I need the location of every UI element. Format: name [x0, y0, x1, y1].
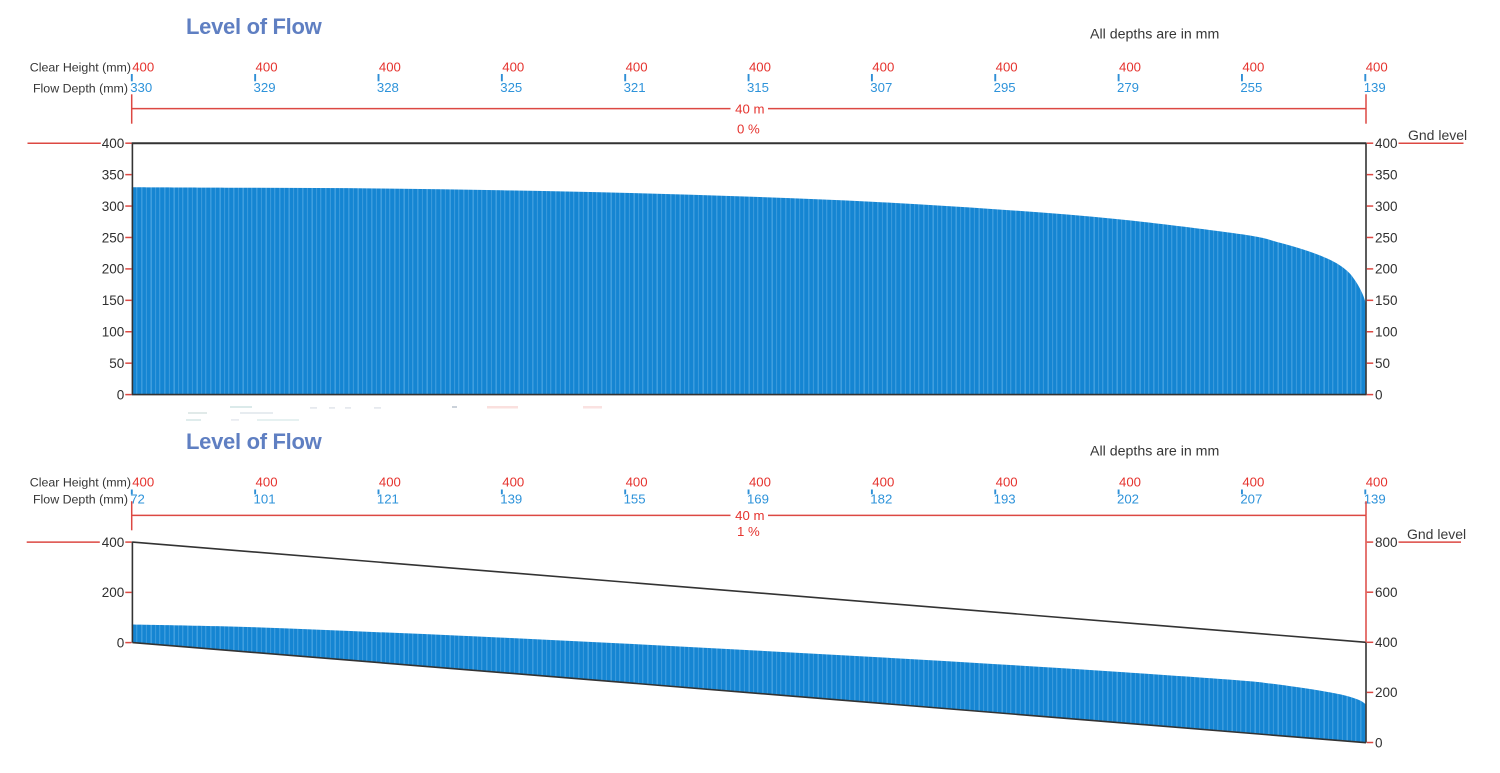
svg-text:400: 400 — [749, 474, 771, 489]
svg-text:250: 250 — [1375, 230, 1398, 245]
svg-text:Gnd level: Gnd level — [1407, 526, 1466, 542]
svg-text:400: 400 — [749, 60, 771, 75]
svg-text:600: 600 — [1375, 585, 1398, 600]
svg-text:400: 400 — [132, 60, 154, 75]
svg-text:400: 400 — [872, 474, 894, 489]
svg-text:50: 50 — [109, 356, 124, 371]
svg-text:800: 800 — [1375, 535, 1398, 550]
svg-text:193: 193 — [994, 492, 1016, 507]
svg-text:200: 200 — [102, 262, 125, 277]
svg-text:400: 400 — [1375, 136, 1398, 151]
svg-text:400: 400 — [1242, 474, 1264, 489]
svg-text:400: 400 — [502, 60, 524, 75]
svg-text:182: 182 — [870, 492, 892, 507]
svg-text:0: 0 — [1375, 735, 1383, 750]
svg-text:400: 400 — [379, 60, 401, 75]
svg-text:400: 400 — [1366, 60, 1388, 75]
svg-text:400: 400 — [102, 136, 125, 151]
svg-text:100: 100 — [102, 325, 125, 340]
svg-text:207: 207 — [1240, 492, 1262, 507]
svg-text:250: 250 — [102, 230, 125, 245]
svg-text:400: 400 — [1119, 474, 1141, 489]
svg-text:255: 255 — [1240, 80, 1262, 95]
svg-text:Flow Depth (mm): Flow Depth (mm) — [33, 493, 128, 507]
svg-text:100: 100 — [1375, 325, 1398, 340]
svg-text:200: 200 — [1375, 262, 1398, 277]
svg-text:400: 400 — [1242, 60, 1264, 75]
svg-text:315: 315 — [747, 80, 769, 95]
svg-text:307: 307 — [870, 80, 892, 95]
svg-text:321: 321 — [624, 80, 646, 95]
svg-text:400: 400 — [626, 60, 648, 75]
svg-text:0 %: 0 % — [737, 122, 760, 137]
svg-text:325: 325 — [500, 80, 522, 95]
svg-text:350: 350 — [102, 167, 125, 182]
svg-text:40 m: 40 m — [735, 508, 764, 523]
svg-text:0: 0 — [1375, 387, 1383, 402]
svg-text:400: 400 — [256, 474, 278, 489]
svg-text:400: 400 — [379, 474, 401, 489]
svg-text:279: 279 — [1117, 80, 1139, 95]
svg-text:Level of Flow: Level of Flow — [186, 429, 323, 454]
svg-text:169: 169 — [747, 492, 769, 507]
svg-text:400: 400 — [872, 60, 894, 75]
svg-text:139: 139 — [1364, 492, 1386, 507]
svg-text:400: 400 — [1375, 635, 1398, 650]
svg-text:139: 139 — [1364, 80, 1386, 95]
svg-text:All depths are in mm: All depths are in mm — [1090, 444, 1219, 460]
svg-text:Level of Flow: Level of Flow — [186, 14, 323, 39]
svg-text:Clear Height (mm): Clear Height (mm) — [30, 475, 131, 489]
svg-text:155: 155 — [624, 492, 646, 507]
svg-text:350: 350 — [1375, 167, 1398, 182]
svg-text:40 m: 40 m — [735, 101, 764, 116]
svg-text:Gnd level: Gnd level — [1408, 127, 1467, 143]
svg-text:0: 0 — [117, 635, 125, 650]
svg-text:Flow Depth (mm): Flow Depth (mm) — [33, 81, 128, 95]
svg-text:150: 150 — [102, 293, 125, 308]
svg-text:150: 150 — [1375, 293, 1398, 308]
svg-text:200: 200 — [102, 585, 125, 600]
svg-text:200: 200 — [1375, 685, 1398, 700]
svg-text:329: 329 — [254, 80, 276, 95]
svg-text:139: 139 — [500, 492, 522, 507]
svg-text:101: 101 — [254, 492, 276, 507]
svg-text:400: 400 — [1366, 474, 1388, 489]
svg-text:72: 72 — [130, 492, 145, 507]
svg-text:0: 0 — [117, 387, 125, 402]
svg-text:50: 50 — [1375, 356, 1390, 371]
svg-text:400: 400 — [996, 474, 1018, 489]
svg-text:400: 400 — [256, 60, 278, 75]
svg-text:1 %: 1 % — [737, 524, 760, 539]
svg-text:400: 400 — [996, 60, 1018, 75]
svg-text:400: 400 — [626, 474, 648, 489]
svg-text:330: 330 — [130, 80, 152, 95]
svg-text:300: 300 — [102, 199, 125, 214]
svg-text:400: 400 — [502, 474, 524, 489]
svg-text:295: 295 — [994, 80, 1016, 95]
svg-text:328: 328 — [377, 80, 399, 95]
svg-text:Clear Height (mm): Clear Height (mm) — [30, 61, 131, 75]
svg-text:121: 121 — [377, 492, 399, 507]
svg-text:400: 400 — [132, 474, 154, 489]
svg-text:202: 202 — [1117, 492, 1139, 507]
svg-text:300: 300 — [1375, 199, 1398, 214]
svg-text:All depths are in mm: All depths are in mm — [1090, 27, 1219, 43]
svg-text:400: 400 — [102, 535, 125, 550]
svg-text:400: 400 — [1119, 60, 1141, 75]
